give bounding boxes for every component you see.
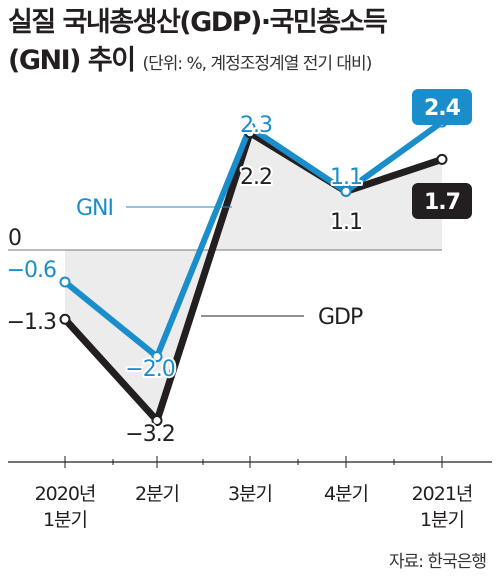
gni-point-3 <box>340 185 352 197</box>
unit-note: (단위: %, 계정조정계열 전기 대비) <box>142 54 372 74</box>
x-tick-label-4-0: 2021년 <box>412 483 473 505</box>
gdp-point-4 <box>436 153 448 165</box>
gdp-value-label-1: −3.2 <box>125 422 174 447</box>
gni-value-label-0: −0.6 <box>7 258 56 283</box>
gdp-series-label: GDP <box>318 305 363 330</box>
chart-title-line1: 실질 국내총생산(GDP)·국민총소득 <box>8 7 388 38</box>
chart-title-line2-text: (GNI) 추이 <box>8 45 136 76</box>
gni-value-label-3: 1.1 <box>330 165 362 190</box>
x-tick-label-3-0: 4분기 <box>324 483 368 505</box>
zero-label: 0 <box>8 226 21 251</box>
x-tick-label-0-0: 2020년 <box>35 483 96 505</box>
gni-end-label-box <box>412 89 472 125</box>
gni-value-label-1: −2.0 <box>125 357 174 382</box>
source-note: 자료: 한국은행 <box>389 552 487 572</box>
x-tick-label-2-0: 3분기 <box>228 483 272 505</box>
chart-title-line2: (GNI) 추이 (단위: %, 계정조정계열 전기 대비) <box>8 42 496 83</box>
title-block: 실질 국내총생산(GDP)·국민총소득 (GNI) 추이 (단위: %, 계정조… <box>8 4 496 83</box>
x-tick-label-4-1: 1분기 <box>420 509 464 531</box>
x-tick-label-1-0: 2분기 <box>135 483 179 505</box>
gni-point-1 <box>151 351 163 363</box>
gdp-point-1 <box>151 415 163 427</box>
gni-value-label-2: 2.3 <box>240 113 272 138</box>
gdp-value-label-2: 2.2 <box>240 165 272 190</box>
gdp-value-label-4: 1.7 <box>424 190 460 215</box>
gdp-end-label-box <box>412 183 472 219</box>
gni-series-label: GNI <box>76 196 113 221</box>
gdp-value-label-3: 1.1 <box>330 210 362 235</box>
gdp-point-0 <box>59 313 71 325</box>
gdp-value-label-0: −1.3 <box>7 310 56 335</box>
x-tick-label-0-1: 1분기 <box>43 509 87 531</box>
gni-point-0 <box>59 276 71 288</box>
gni-point-2 <box>244 121 256 133</box>
gni-value-label-4: 2.4 <box>424 96 461 121</box>
